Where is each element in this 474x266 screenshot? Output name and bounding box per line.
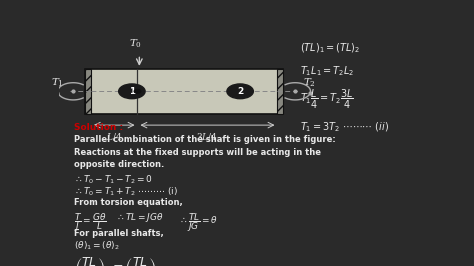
Text: opposite direction.: opposite direction. — [74, 160, 164, 169]
Text: $\left(\dfrac{TL}{JG}\right)_{\!1} = \left(\dfrac{TL}{JG}\right)_{\!2}$: $\left(\dfrac{TL}{JG}\right)_{\!1} = \le… — [74, 255, 161, 266]
Text: $\therefore \dfrac{TL}{JG} = \theta$: $\therefore \dfrac{TL}{JG} = \theta$ — [179, 211, 218, 234]
Text: $\therefore T_0 - T_1 - T_2 = 0$: $\therefore T_0 - T_1 - T_2 = 0$ — [74, 173, 153, 186]
Text: For parallel shafts,: For parallel shafts, — [74, 228, 164, 238]
Text: $\dfrac{T}{J} = \dfrac{G\theta}{L}$: $\dfrac{T}{J} = \dfrac{G\theta}{L}$ — [74, 211, 107, 234]
Text: Reactions at the fixed supports will be acting in the: Reactions at the fixed supports will be … — [74, 148, 321, 157]
Text: Parallel combination of the shaft is given in the figure:: Parallel combination of the shaft is giv… — [74, 135, 336, 144]
Text: $(\theta)_1 = (\theta)_2$: $(\theta)_1 = (\theta)_2$ — [74, 240, 120, 252]
Bar — [85, 69, 91, 114]
Text: $T_1 = 3T_2$ $\cdots\cdots\cdots$ $(ii)$: $T_1 = 3T_2$ $\cdots\cdots\cdots$ $(ii)$ — [300, 120, 389, 134]
Circle shape — [134, 89, 141, 93]
Text: $L/4$: $L/4$ — [106, 131, 122, 142]
Text: $T_1 \dfrac{L}{4} = T_2 \dfrac{3L}{4}$: $T_1 \dfrac{L}{4} = T_2 \dfrac{3L}{4}$ — [300, 88, 354, 111]
Bar — [85, 69, 283, 114]
Text: From torsion equation,: From torsion equation, — [74, 198, 182, 207]
Text: $T_1$: $T_1$ — [51, 77, 64, 89]
Bar — [277, 69, 283, 114]
Text: $3L/4$: $3L/4$ — [196, 131, 219, 142]
Text: 2: 2 — [237, 87, 243, 96]
Circle shape — [227, 84, 254, 99]
Circle shape — [118, 84, 145, 99]
Text: $T_2$: $T_2$ — [303, 77, 316, 89]
Text: $\therefore TL = JG\theta$: $\therefore TL = JG\theta$ — [116, 211, 164, 224]
Text: $T_0$: $T_0$ — [129, 38, 142, 50]
Text: $\therefore T_0 = T_1 + T_2$ $\cdots\cdots\cdots$ (i): $\therefore T_0 = T_1 + T_2$ $\cdots\cdo… — [74, 186, 178, 198]
Text: $(TL)_1 = (TL)_2$: $(TL)_1 = (TL)_2$ — [300, 41, 360, 55]
Text: $T_1 L_1 = T_2 L_2$: $T_1 L_1 = T_2 L_2$ — [300, 65, 354, 78]
Text: Solution :: Solution : — [74, 123, 123, 132]
Text: 1: 1 — [129, 87, 135, 96]
